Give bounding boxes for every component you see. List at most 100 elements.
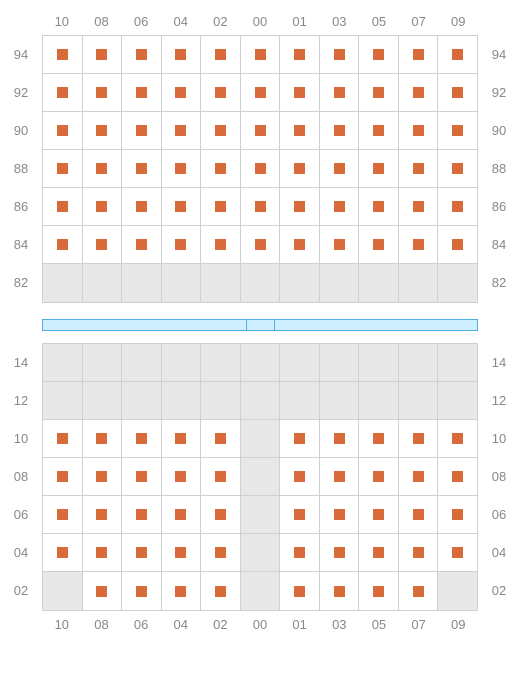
seat-cell[interactable]: [241, 74, 281, 111]
seat-cell[interactable]: [399, 150, 439, 187]
seat-cell[interactable]: [83, 226, 123, 263]
seat-cell[interactable]: [83, 112, 123, 149]
seat-cell[interactable]: [359, 36, 399, 73]
seat-cell[interactable]: [43, 496, 83, 533]
seat-cell[interactable]: [438, 74, 477, 111]
seat-cell[interactable]: [320, 112, 360, 149]
seat-cell[interactable]: [399, 534, 439, 571]
seat-cell[interactable]: [122, 226, 162, 263]
seat-cell[interactable]: [280, 496, 320, 533]
seat-cell[interactable]: [359, 534, 399, 571]
seat-cell[interactable]: [280, 420, 320, 457]
seat-cell[interactable]: [320, 572, 360, 610]
seat-cell[interactable]: [83, 458, 123, 495]
seat-cell[interactable]: [280, 572, 320, 610]
seat-cell[interactable]: [83, 74, 123, 111]
seat-cell[interactable]: [122, 458, 162, 495]
seat-cell[interactable]: [320, 226, 360, 263]
seat-cell[interactable]: [399, 496, 439, 533]
seat-cell[interactable]: [359, 74, 399, 111]
seat-cell[interactable]: [122, 112, 162, 149]
seat-cell[interactable]: [43, 36, 83, 73]
seat-cell[interactable]: [122, 534, 162, 571]
seat-cell[interactable]: [43, 188, 83, 225]
seat-cell[interactable]: [122, 420, 162, 457]
seat-cell[interactable]: [83, 572, 123, 610]
seat-cell[interactable]: [438, 226, 477, 263]
seat-cell[interactable]: [122, 188, 162, 225]
seat-cell[interactable]: [201, 458, 241, 495]
seat-cell[interactable]: [83, 36, 123, 73]
seat-cell[interactable]: [359, 572, 399, 610]
seat-cell[interactable]: [359, 420, 399, 457]
seat-cell[interactable]: [359, 112, 399, 149]
seat-cell[interactable]: [359, 150, 399, 187]
seat-cell[interactable]: [43, 534, 83, 571]
seat-cell[interactable]: [201, 226, 241, 263]
seat-cell[interactable]: [201, 150, 241, 187]
seat-cell[interactable]: [280, 74, 320, 111]
seat-cell[interactable]: [122, 572, 162, 610]
seat-cell[interactable]: [122, 496, 162, 533]
seat-cell[interactable]: [359, 226, 399, 263]
seat-cell[interactable]: [201, 572, 241, 610]
seat-cell[interactable]: [201, 188, 241, 225]
seat-cell[interactable]: [122, 74, 162, 111]
seat-cell[interactable]: [280, 458, 320, 495]
seat-cell[interactable]: [359, 188, 399, 225]
seat-cell[interactable]: [438, 150, 477, 187]
seat-cell[interactable]: [241, 226, 281, 263]
seat-cell[interactable]: [201, 112, 241, 149]
seat-cell[interactable]: [320, 420, 360, 457]
seat-cell[interactable]: [359, 458, 399, 495]
seat-cell[interactable]: [438, 496, 477, 533]
seat-cell[interactable]: [280, 150, 320, 187]
seat-cell[interactable]: [122, 150, 162, 187]
seat-cell[interactable]: [320, 534, 360, 571]
seat-cell[interactable]: [162, 188, 202, 225]
seat-cell[interactable]: [201, 534, 241, 571]
seat-cell[interactable]: [201, 36, 241, 73]
seat-cell[interactable]: [320, 458, 360, 495]
seat-cell[interactable]: [320, 496, 360, 533]
seat-cell[interactable]: [399, 74, 439, 111]
seat-cell[interactable]: [438, 112, 477, 149]
seat-cell[interactable]: [438, 36, 477, 73]
seat-cell[interactable]: [201, 74, 241, 111]
seat-cell[interactable]: [280, 36, 320, 73]
seat-cell[interactable]: [162, 458, 202, 495]
seat-cell[interactable]: [399, 420, 439, 457]
seat-cell[interactable]: [399, 458, 439, 495]
seat-cell[interactable]: [162, 36, 202, 73]
seat-cell[interactable]: [241, 188, 281, 225]
seat-cell[interactable]: [241, 150, 281, 187]
seat-cell[interactable]: [43, 226, 83, 263]
seat-cell[interactable]: [83, 188, 123, 225]
seat-cell[interactable]: [83, 420, 123, 457]
seat-cell[interactable]: [162, 534, 202, 571]
seat-cell[interactable]: [162, 420, 202, 457]
seat-cell[interactable]: [162, 496, 202, 533]
seat-cell[interactable]: [320, 150, 360, 187]
seat-cell[interactable]: [399, 188, 439, 225]
seat-cell[interactable]: [43, 420, 83, 457]
seat-cell[interactable]: [438, 188, 477, 225]
seat-cell[interactable]: [280, 112, 320, 149]
seat-cell[interactable]: [43, 112, 83, 149]
seat-cell[interactable]: [122, 36, 162, 73]
seat-cell[interactable]: [162, 572, 202, 610]
seat-cell[interactable]: [438, 534, 477, 571]
seat-cell[interactable]: [280, 188, 320, 225]
seat-cell[interactable]: [399, 112, 439, 149]
seat-cell[interactable]: [162, 150, 202, 187]
seat-cell[interactable]: [399, 572, 439, 610]
seat-cell[interactable]: [162, 74, 202, 111]
seat-cell[interactable]: [399, 226, 439, 263]
seat-cell[interactable]: [320, 36, 360, 73]
seat-cell[interactable]: [280, 226, 320, 263]
seat-cell[interactable]: [241, 36, 281, 73]
seat-cell[interactable]: [201, 420, 241, 457]
seat-cell[interactable]: [201, 496, 241, 533]
seat-cell[interactable]: [438, 420, 477, 457]
seat-cell[interactable]: [438, 458, 477, 495]
